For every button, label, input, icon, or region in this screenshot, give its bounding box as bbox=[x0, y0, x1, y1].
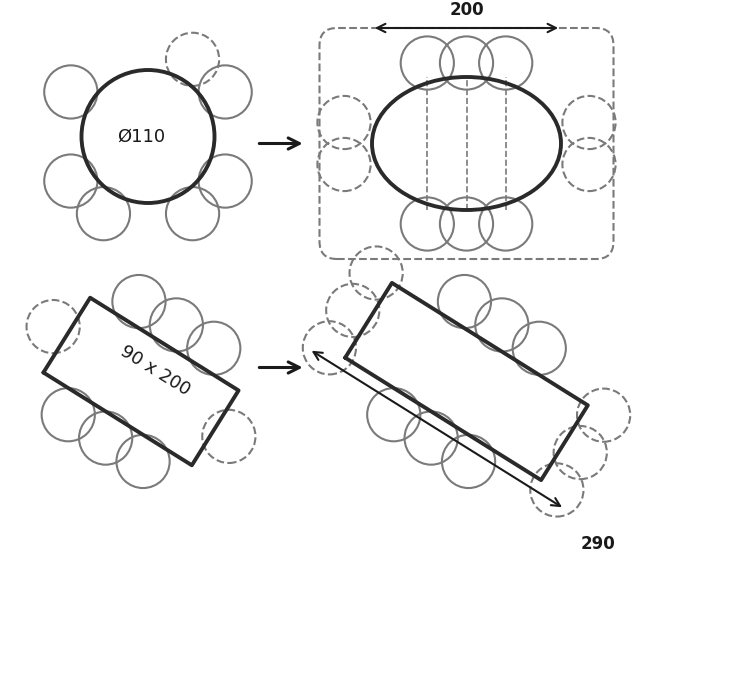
Text: 290: 290 bbox=[581, 536, 615, 554]
Text: 90 x 200: 90 x 200 bbox=[116, 342, 193, 400]
Text: 200: 200 bbox=[449, 1, 483, 20]
Text: Ø110: Ø110 bbox=[117, 127, 165, 146]
